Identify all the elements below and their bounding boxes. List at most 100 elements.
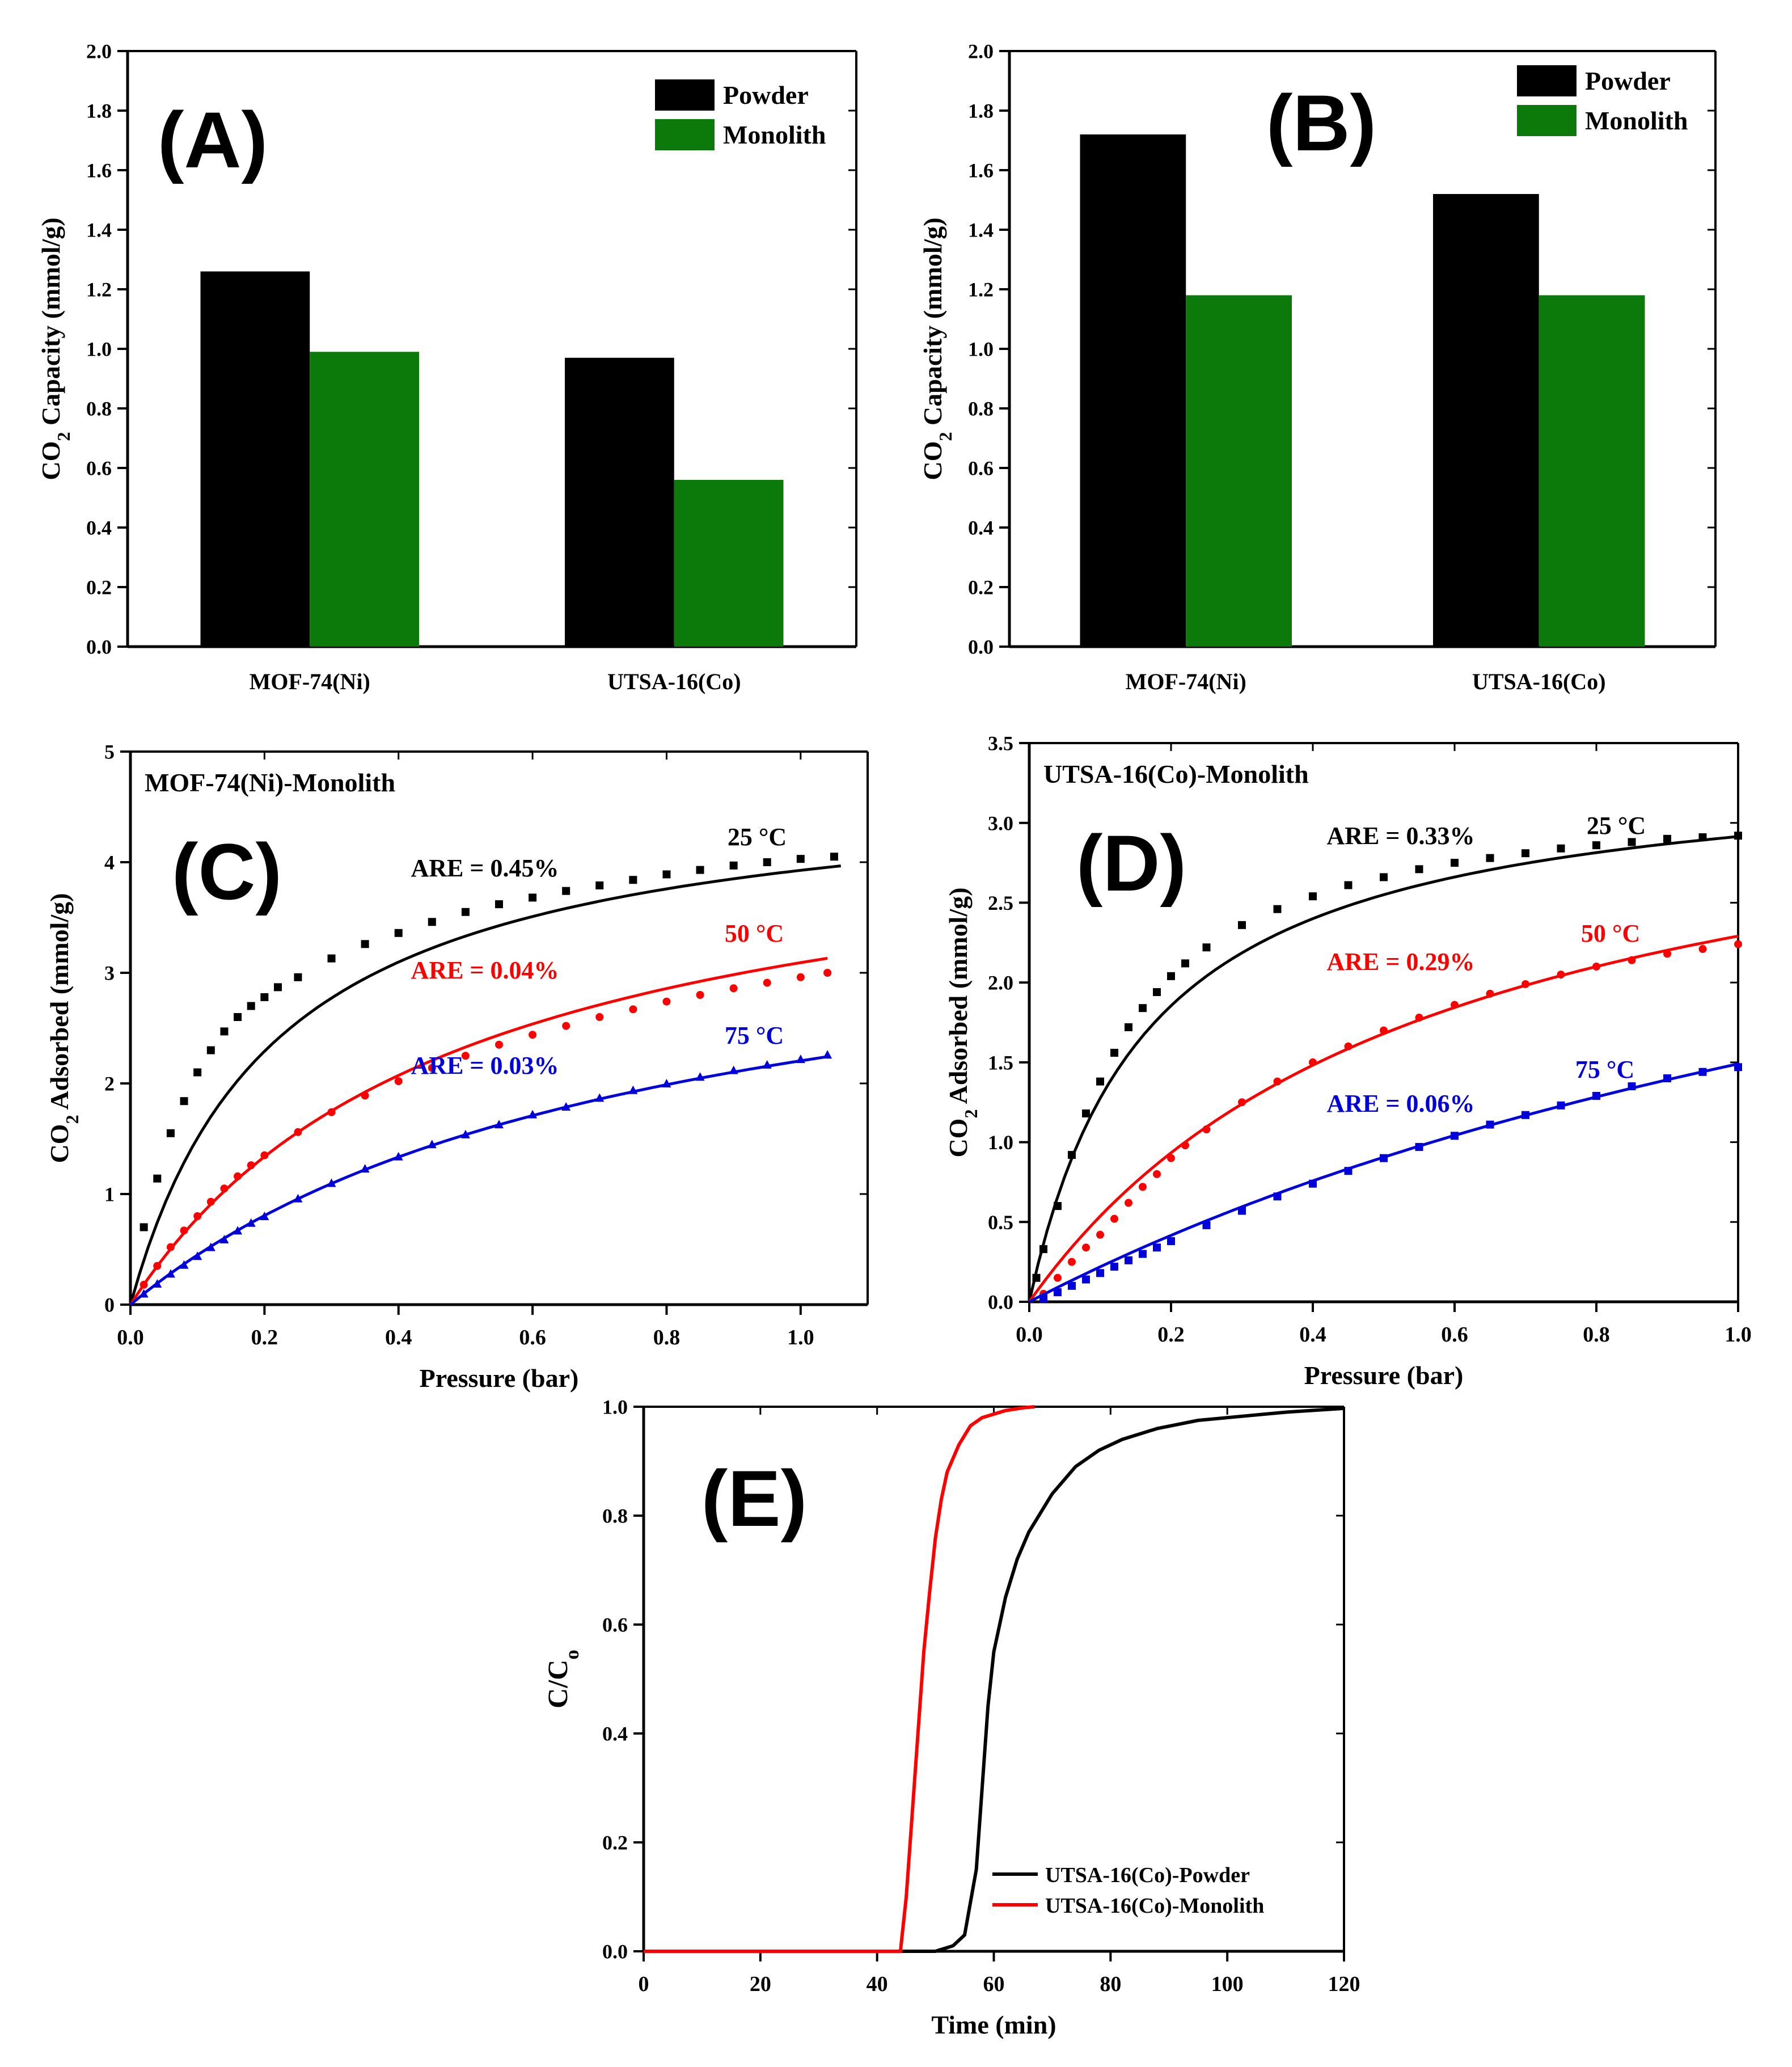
panel-label: (D) — [1076, 819, 1186, 908]
data-point — [1110, 1048, 1118, 1057]
temperature-label: 75 °C — [725, 1022, 784, 1049]
x-tick-label: 1.0 — [787, 1326, 814, 1349]
data-point — [695, 1072, 705, 1081]
data-point — [1521, 980, 1529, 988]
data-point — [1380, 1026, 1388, 1035]
data-point — [1167, 1154, 1175, 1162]
data-point — [561, 1102, 571, 1111]
data-point — [1068, 1151, 1076, 1159]
data-point — [1082, 1275, 1090, 1284]
data-point — [1054, 1273, 1062, 1282]
data-point — [1125, 1199, 1132, 1207]
x-tick-label: 0.8 — [653, 1326, 681, 1349]
y-tick-label: 0.8 — [86, 398, 112, 420]
bar-monolith-2 — [674, 480, 784, 647]
y-tick-label: 0.0 — [602, 1941, 628, 1963]
fit-line-1 — [129, 864, 841, 1305]
temperature-label: 25 °C — [1587, 812, 1646, 840]
y-tick-label: 0.2 — [968, 576, 994, 599]
data-point — [220, 1184, 229, 1193]
y-tick-label: 1.0 — [968, 338, 994, 361]
data-point — [360, 1164, 370, 1173]
data-point — [662, 997, 671, 1006]
data-point — [796, 973, 805, 981]
y-tick-label: 0.6 — [968, 457, 994, 480]
x-category-label: UTSA-16(Co) — [1472, 669, 1606, 694]
data-point — [206, 1242, 215, 1251]
data-point — [233, 1226, 243, 1235]
fit-line-3 — [129, 1055, 828, 1306]
legend-label: UTSA-16(Co)-Powder — [1045, 1863, 1250, 1887]
y-tick-label: 1.5 — [988, 1051, 1013, 1074]
x-tick-label: 1.0 — [1725, 1323, 1752, 1347]
are-label: ARE = 0.03% — [411, 1052, 559, 1079]
data-point — [1054, 1202, 1062, 1210]
legend-label: Monolith — [723, 120, 826, 149]
x-tick-label: 120 — [1328, 1972, 1360, 1996]
y-tick-label: 2 — [104, 1073, 115, 1095]
data-point — [1096, 1269, 1104, 1277]
temperature-label: 25 °C — [728, 823, 787, 851]
data-point — [629, 876, 637, 884]
data-point — [1628, 1082, 1636, 1091]
x-tick-label: 20 — [750, 1972, 771, 1996]
series-line-2 — [644, 1405, 1035, 1953]
x-axis-title: Pressure (bar) — [1304, 1361, 1464, 1390]
data-point — [260, 1212, 269, 1220]
data-point — [595, 1093, 605, 1102]
data-point — [1486, 1120, 1494, 1129]
data-point — [662, 870, 671, 879]
data-point — [796, 1054, 805, 1064]
fit-line-2 — [129, 956, 828, 1306]
data-point — [1415, 1143, 1423, 1151]
data-point — [1557, 844, 1565, 853]
are-label: ARE = 0.29% — [1327, 948, 1475, 976]
data-point — [628, 1085, 638, 1094]
data-point — [180, 1097, 188, 1106]
data-point — [260, 993, 269, 1001]
data-point — [729, 1065, 738, 1074]
data-point — [327, 1108, 336, 1116]
y-axis-title: CO2 Adsorbed (mmol/g) — [944, 887, 981, 1157]
data-point — [394, 1077, 403, 1086]
data-point — [1202, 1221, 1211, 1229]
chart-title: UTSA-16(Co)-Monolith — [1043, 760, 1309, 788]
data-point — [830, 853, 838, 861]
data-point — [823, 969, 832, 977]
y-tick-label: 1.8 — [968, 100, 994, 123]
data-point — [1096, 1230, 1104, 1239]
y-tick-label: 2.5 — [988, 892, 1013, 914]
data-point — [247, 1002, 255, 1010]
bar-monolith-1 — [310, 352, 419, 647]
data-point — [1273, 1192, 1282, 1201]
data-point — [529, 1031, 537, 1039]
legend-label: Powder — [723, 81, 809, 109]
y-tick-label: 0.8 — [602, 1505, 628, 1528]
data-point — [460, 1129, 470, 1138]
panel-e-chart: 0.0 0.2 0.4 0.6 0.8 1.0 0 20 40 60 80 100 120 UTSA-16… — [542, 1396, 1360, 2039]
data-point — [428, 918, 436, 926]
y-tick-label: 5 — [104, 741, 115, 763]
y-axis-title: CO2 Adsorbed (mmol/g) — [45, 893, 82, 1163]
y-tick-label: 0.6 — [86, 457, 112, 480]
y-tick-label: 2.0 — [988, 972, 1013, 994]
data-point — [361, 1091, 369, 1100]
data-point — [629, 1005, 637, 1014]
data-point — [528, 1110, 538, 1119]
data-point — [1181, 959, 1189, 968]
x-axis-title: Pressure (bar) — [420, 1364, 579, 1393]
temperature-label: 75 °C — [1575, 1056, 1634, 1083]
data-point — [1380, 873, 1388, 881]
data-point — [153, 1262, 162, 1270]
data-point — [1039, 1294, 1047, 1303]
x-tick-label: 0.6 — [519, 1326, 546, 1349]
data-point — [394, 1151, 403, 1161]
data-point — [166, 1129, 175, 1137]
data-point — [1202, 1125, 1211, 1134]
data-point — [1125, 1256, 1132, 1264]
data-point — [153, 1174, 162, 1183]
panel-a-chart: 0.0 0.2 0.4 0.6 0.8 1.0 1.2 1.4 1.6 1.8 2.0 MOF-74(… — [36, 40, 857, 694]
are-label: ARE = 0.45% — [411, 854, 559, 882]
data-point — [1698, 945, 1707, 954]
data-point — [294, 1128, 302, 1136]
